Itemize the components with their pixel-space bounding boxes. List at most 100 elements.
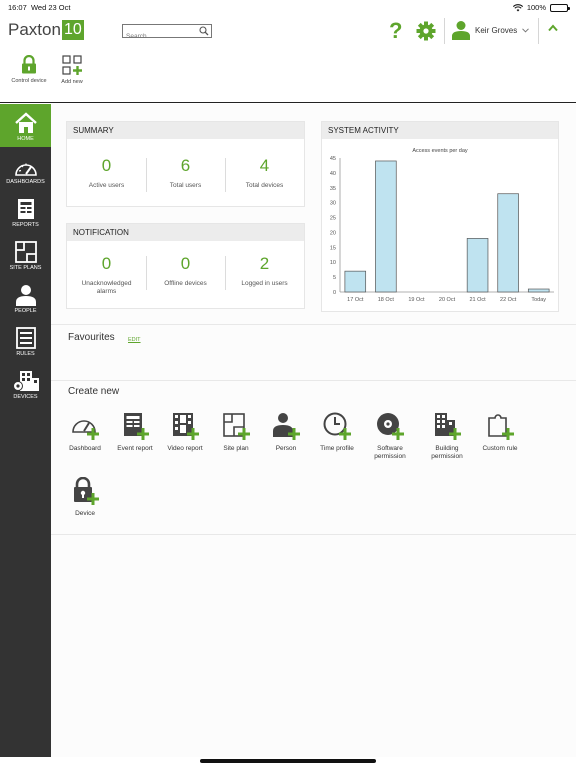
sidebar-item-dashboards[interactable]: DASHBOARDS xyxy=(0,147,51,190)
create-software-permission-button[interactable]: Software permission xyxy=(366,412,414,460)
summary-stat[interactable]: 6 Total users xyxy=(146,156,225,192)
chart-y-tick-label: 0 xyxy=(333,290,336,296)
notification-stat[interactable]: 0 Offline devices xyxy=(146,254,225,295)
rules-icon xyxy=(15,327,36,349)
stat-value: 0 xyxy=(180,254,191,273)
create-event-report-button[interactable]: Event report xyxy=(111,412,159,453)
add-grid-icon xyxy=(62,55,82,75)
stat-value: 2 xyxy=(259,254,270,273)
dashboard-add-icon xyxy=(72,420,99,440)
control-device-label: Control device xyxy=(11,78,47,84)
create-item-label: Software permission xyxy=(374,445,406,460)
summary-panel: SUMMARY 0 Active users 6 Total users 4 T… xyxy=(66,121,305,207)
summary-stat[interactable]: 0 Active users xyxy=(67,156,146,190)
paxton-logo[interactable]: Paxton 10 xyxy=(8,20,84,40)
create-item-label: Custom rule xyxy=(482,445,518,452)
sidebar-item-label: PEOPLE xyxy=(14,308,37,314)
status-right: 100% xyxy=(512,3,570,12)
battery-icon xyxy=(550,3,570,12)
chart-bar xyxy=(527,288,550,293)
sidebar-item-label: RULES xyxy=(16,351,35,357)
notification-stats: 0 Unacknowledged alarms 0 Offline device… xyxy=(67,254,304,295)
chart-y-tick-label: 45 xyxy=(330,156,336,162)
search-icon[interactable] xyxy=(199,26,209,36)
stat-label: Offline devices xyxy=(164,280,207,287)
create-site-plan-button[interactable]: Site plan xyxy=(212,412,260,453)
favourites-edit-link[interactable]: EDIT xyxy=(128,337,141,343)
create-device-button[interactable]: Device xyxy=(61,477,109,518)
status-time: 16:07 Wed 23 Oct xyxy=(8,3,71,12)
sidebar-item-site-plans[interactable]: SITE PLANS xyxy=(0,233,51,276)
sidebar-item-home[interactable]: HOME xyxy=(0,104,51,147)
person-add-icon xyxy=(273,413,300,440)
create-building-permission-button[interactable]: Building permission xyxy=(423,412,471,460)
chart-y-tick-label: 30 xyxy=(330,201,336,207)
gear-icon[interactable] xyxy=(416,21,436,41)
chart-x-tick-label: 21 Oct xyxy=(469,297,486,303)
chevron-down-icon xyxy=(522,27,530,33)
create-person-button[interactable]: Person xyxy=(262,412,310,453)
chevron-up-icon[interactable] xyxy=(548,24,558,32)
activity-bar-chart: 0 5 10 15 20 25 30 35 40 45 17 Oct 18 Oct 19 Oct 20 O… xyxy=(330,156,554,303)
chart-y-tick-label: 40 xyxy=(330,171,336,177)
sidebar-item-rules[interactable]: RULES xyxy=(0,319,51,362)
control-device-button[interactable]: Control device xyxy=(6,54,52,84)
sidebar: HOME DASHBOARDS REPORTS SITE PLANS PEOPL… xyxy=(0,104,51,757)
create-custom-rule-button[interactable]: Custom rule xyxy=(476,412,524,453)
stat-value: 0 xyxy=(101,156,112,175)
add-new-label: Add new xyxy=(61,79,83,85)
summary-stat[interactable]: 4 Total devices xyxy=(225,156,304,192)
help-icon[interactable]: ? xyxy=(389,18,403,43)
sidebar-item-label: SITE PLANS xyxy=(9,265,42,271)
video-report-add-icon xyxy=(173,413,199,440)
status-bar: 16:07 Wed 23 Oct 100% xyxy=(0,0,576,14)
chart-x-tick-label: 19 Oct xyxy=(408,297,425,303)
custom-rule-add-icon xyxy=(488,414,514,440)
header-divider xyxy=(538,18,539,44)
report-icon xyxy=(17,199,34,219)
create-item-label: Event report xyxy=(117,445,153,452)
person-icon xyxy=(15,285,36,306)
chart-y-tick-label: 35 xyxy=(330,186,336,192)
create-item-label: Device xyxy=(75,510,95,517)
create-item-label: Dashboard xyxy=(69,445,101,452)
search-box[interactable] xyxy=(122,24,212,43)
sidebar-item-label: DEVICES xyxy=(13,394,38,400)
stat-value: 0 xyxy=(101,254,112,273)
site-plan-add-icon xyxy=(223,413,250,440)
stat-label: Total users xyxy=(169,182,202,189)
devices-icon xyxy=(12,371,39,391)
chart-y-tick-label: 25 xyxy=(330,216,336,222)
stat-value: 6 xyxy=(180,156,191,175)
home-icon xyxy=(14,112,37,133)
chart-x-tick-label: 22 Oct xyxy=(500,297,517,303)
chart-y-tick-label: 20 xyxy=(330,230,336,236)
stat-label: Total devices xyxy=(245,182,284,189)
padlock-icon xyxy=(22,54,36,74)
sidebar-item-label: REPORTS xyxy=(12,222,39,228)
floorplan-icon xyxy=(14,241,37,263)
home-indicator xyxy=(200,759,376,763)
notification-title: NOTIFICATION xyxy=(67,224,304,241)
create-time-profile-button[interactable]: Time profile xyxy=(313,412,361,453)
chart-x-tick-label: Today xyxy=(531,297,546,303)
add-new-button[interactable]: Add new xyxy=(49,55,95,85)
create-item-label: Site plan xyxy=(223,445,249,452)
sidebar-item-label: DASHBOARDS xyxy=(6,179,45,185)
device-add-icon xyxy=(74,477,99,505)
notification-stat[interactable]: 2 Logged in users xyxy=(225,254,304,295)
sidebar-item-devices[interactable]: DEVICES xyxy=(0,362,51,405)
create-video-report-button[interactable]: Video report xyxy=(161,412,209,453)
section-divider xyxy=(51,380,576,381)
create-dashboard-button[interactable]: Dashboard xyxy=(61,412,109,453)
sidebar-item-reports[interactable]: REPORTS xyxy=(0,190,51,233)
search-input[interactable] xyxy=(123,30,197,43)
chart-y-tick-label: 15 xyxy=(330,245,336,251)
gauge-icon xyxy=(14,163,37,176)
create-item-label: Video report xyxy=(167,445,203,452)
user-menu[interactable]: Keir Groves xyxy=(452,20,530,40)
time-profile-add-icon xyxy=(323,412,351,440)
chart-x-tick-label: 20 Oct xyxy=(439,297,456,303)
sidebar-item-people[interactable]: PEOPLE xyxy=(0,276,51,319)
notification-stat[interactable]: 0 Unacknowledged alarms xyxy=(67,254,146,295)
